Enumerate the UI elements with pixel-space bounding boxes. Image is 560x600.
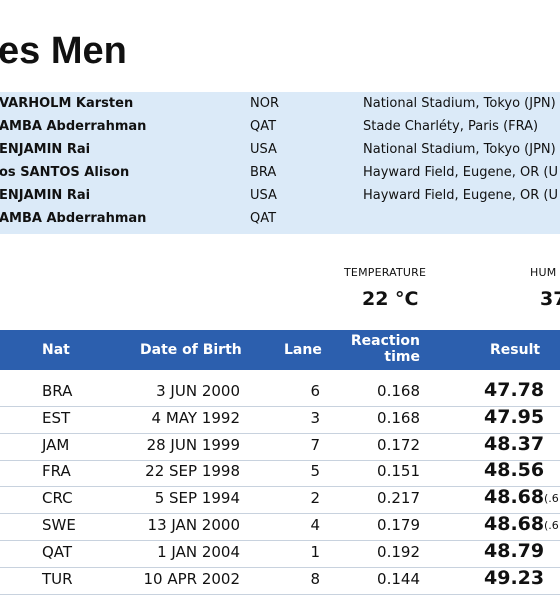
cell-nat: SWE <box>42 516 76 534</box>
cell-lane: 7 <box>310 435 320 454</box>
cell-result: 48.56 <box>484 459 545 482</box>
record-venue: Stade Charléty, Paris (FRA) <box>363 119 539 134</box>
weather-label: HUM <box>530 266 557 279</box>
cell-dob: 28 JUN 1999 <box>146 435 240 454</box>
cell-nat: EST <box>42 408 71 427</box>
cell-nat: QAT <box>42 542 73 561</box>
row-divider <box>0 593 560 595</box>
row-divider <box>0 432 560 434</box>
row-divider <box>0 513 560 515</box>
cell-result: 47.95 <box>484 405 545 428</box>
record-nat: NOR <box>250 96 279 111</box>
record-name: ENJAMIN Rai <box>0 188 91 203</box>
cell-dob: 4 MAY 1992 <box>151 408 240 427</box>
cell-nat: CRC <box>42 489 73 508</box>
cell-dob: 10 APR 2002 <box>143 569 240 588</box>
weather-label: TEMPERATURE <box>344 266 427 279</box>
cell-lane: 8 <box>310 569 320 588</box>
cell-result: 48.68 <box>484 486 545 509</box>
record-nat: QAT <box>250 211 277 226</box>
cell-result: 47.78 <box>484 379 545 401</box>
cell-nat: FRA <box>42 462 71 481</box>
record-nat: USA <box>250 188 277 203</box>
cell-result: 48.68 <box>484 513 545 535</box>
record-venue: National Stadium, Tokyo (JPN) <box>363 142 556 157</box>
cell-result: 48.79 <box>484 539 545 562</box>
cell-dob: 1 JAN 2004 <box>157 542 240 561</box>
record-name: AMBA Abderrahman <box>0 211 147 226</box>
cell-dob: 22 SEP 1998 <box>145 462 240 481</box>
table-header: Nat Date of Birth Lane Reaction time Result <box>0 330 560 370</box>
column-header: Result <box>490 342 541 358</box>
record-name: VARHOLM Karsten <box>0 96 134 111</box>
cell-dob: 3 JUN 2000 <box>156 382 240 400</box>
column-header: Lane <box>284 342 322 358</box>
row-divider <box>0 459 560 461</box>
record-nat: USA <box>250 142 277 157</box>
cell-nat: BRA <box>42 382 73 400</box>
cell-dob: 5 SEP 1994 <box>154 489 240 508</box>
cell-lane: 1 <box>310 542 320 561</box>
weather-value: 22 °C <box>362 288 419 310</box>
record-nat: BRA <box>250 165 277 180</box>
cell-lane: 5 <box>310 462 320 481</box>
record-nat: QAT <box>250 119 277 134</box>
cell-lane: 3 <box>310 408 320 427</box>
cell-reaction: 0.168 <box>377 382 420 400</box>
cell-note: (.6 <box>544 519 559 532</box>
row-divider <box>0 566 560 568</box>
cell-note: (.6 <box>544 492 559 506</box>
cell-reaction: 0.144 <box>377 569 420 588</box>
row-divider <box>0 486 560 488</box>
record-venue: National Stadium, Tokyo (JPN) <box>363 96 556 111</box>
column-header: Nat <box>42 342 70 358</box>
row-divider <box>0 406 560 407</box>
record-venue: Hayward Field, Eugene, OR (U <box>363 165 558 180</box>
cell-lane: 4 <box>310 516 320 534</box>
cell-dob: 13 JAN 2000 <box>147 516 240 534</box>
column-header: Reaction time <box>350 333 420 365</box>
record-name: ENJAMIN Rai <box>0 142 91 157</box>
column-header: Date of Birth <box>140 342 242 358</box>
cell-reaction: 0.151 <box>377 462 420 481</box>
record-venue: Hayward Field, Eugene, OR (U <box>363 188 558 203</box>
weather-value: 37 <box>540 288 560 310</box>
cell-reaction: 0.172 <box>377 435 420 454</box>
cell-reaction: 0.192 <box>377 542 420 561</box>
cell-reaction: 0.168 <box>377 408 420 427</box>
cell-reaction: 0.179 <box>377 516 420 534</box>
cell-result: 48.37 <box>484 432 545 455</box>
cell-lane: 2 <box>310 489 320 508</box>
records-panel: VARHOLM Karsten NOR National Stadium, Toky… <box>0 92 560 234</box>
row-divider <box>0 540 560 541</box>
cell-nat: JAM <box>42 435 70 454</box>
title: es Men <box>0 30 127 72</box>
cell-lane: 6 <box>310 382 320 400</box>
record-name: AMBA Abderrahman <box>0 119 147 134</box>
record-name: os SANTOS Alison <box>0 165 130 180</box>
cell-reaction: 0.217 <box>377 489 420 508</box>
cell-result: 49.23 <box>484 566 545 589</box>
cell-nat: TUR <box>42 569 73 588</box>
